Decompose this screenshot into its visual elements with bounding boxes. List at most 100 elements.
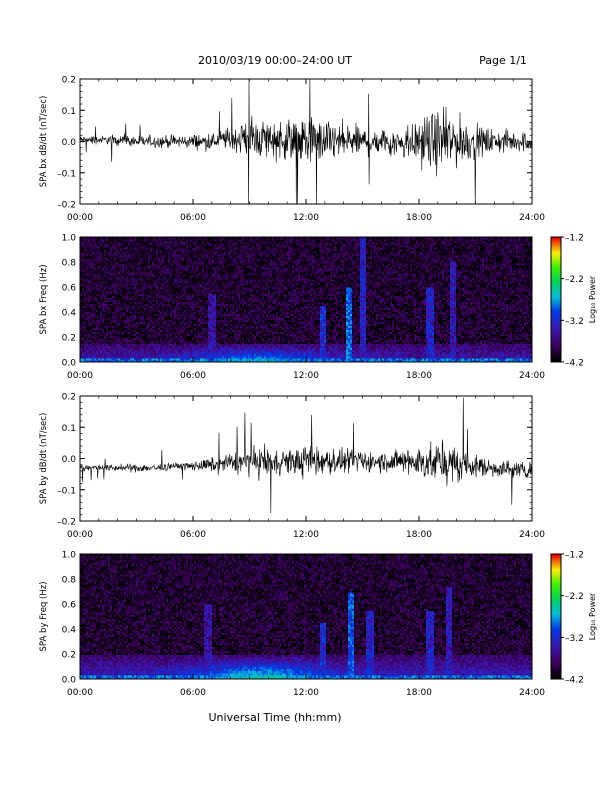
spectrogram-cells: [80, 554, 533, 680]
colorbar-swatch: [551, 581, 561, 584]
colorbar-swatch: [551, 339, 561, 342]
colorbar-swatch: [551, 597, 561, 601]
colorbar-frame: [550, 553, 562, 680]
colorbar-swatch: [551, 330, 561, 334]
x-tick-label: 18:00: [406, 213, 432, 223]
colorbar-tick-label: –2.2: [565, 275, 584, 285]
y-tick-label: 0.4: [62, 309, 77, 319]
colorbar-swatch: [551, 274, 561, 278]
spectrogram-panel-bx: 1.0 0.8 0.6 0.4 0.2 0.0 00:00 06:00 12:00 18:00 24…: [39, 234, 597, 382]
colorbar-label: Log₁₀ Power: [588, 592, 597, 640]
x-tick-label: 06:00: [180, 371, 206, 381]
colorbar-swatch: [551, 255, 561, 259]
colorbar-swatch: [551, 280, 561, 284]
colorbar-swatch: [551, 631, 561, 634]
colorbar-swatch: [551, 293, 561, 296]
colorbar-swatch: [551, 312, 561, 315]
colorbar-swatch: [551, 560, 561, 563]
spectrogram-cells: [80, 237, 533, 363]
colorbar-swatch: [551, 322, 561, 325]
colorbar-swatch: [551, 645, 561, 649]
x-tick-label: 06:00: [180, 530, 206, 540]
colorbar-swatch: [551, 593, 561, 597]
colorbar-swatch: [551, 295, 561, 298]
colorbar-swatch: [551, 656, 561, 659]
colorbar-swatch: [551, 272, 561, 275]
data-series-line: [80, 79, 532, 204]
colorbar-swatch: [551, 284, 561, 288]
colorbar-swatch: [551, 626, 561, 630]
colorbar-swatch: [551, 562, 561, 565]
colorbar-swatch: [551, 237, 561, 240]
colorbar-swatch: [551, 564, 561, 567]
x-tick-label: 24:00: [519, 371, 545, 381]
colorbar-swatch: [551, 337, 561, 340]
colorbar-swatch: [551, 637, 561, 640]
colorbar-swatch: [551, 587, 561, 590]
y-tick-label: 0.2: [62, 651, 76, 661]
y-tick-label: 0.2: [62, 393, 76, 403]
colorbar-swatch: [551, 239, 561, 242]
colorbar: –1.2 –2.2 –3.2 –4.2 Log₁₀ Power: [550, 551, 597, 686]
colorbar-tick-label: –2.2: [565, 592, 584, 602]
x-tick-label: 06:00: [180, 688, 206, 698]
colorbar-swatch: [551, 568, 561, 572]
colorbar-swatch: [551, 287, 561, 290]
colorbar-swatch: [551, 614, 561, 617]
colorbar-swatch: [551, 574, 561, 578]
y-axis-label: SPA bx Freq (Hz): [39, 264, 49, 334]
colorbar-swatch: [551, 622, 561, 626]
y-tick-label: 0.6: [62, 284, 77, 294]
colorbar-swatch: [551, 257, 561, 261]
x-tick-label: 18:00: [406, 530, 432, 540]
colorbar-swatch: [551, 599, 561, 603]
colorbar-swatch: [551, 658, 561, 661]
colorbar-tick-label: –4.2: [565, 676, 584, 686]
colorbar-swatch: [551, 262, 561, 265]
colorbar-frame: [550, 236, 562, 363]
colorbar-tick-label: –3.2: [565, 634, 584, 644]
y-tick-label: 0.8: [62, 259, 77, 269]
colorbar-swatch: [551, 264, 561, 267]
colorbar-swatch: [551, 579, 561, 582]
x-tick-label: 24:00: [519, 213, 545, 223]
colorbar-swatch: [551, 270, 561, 273]
colorbar-swatch: [551, 643, 561, 647]
x-tick-label: 00:00: [67, 530, 93, 540]
colorbar-swatch: [551, 307, 561, 311]
colorbar-swatch: [551, 355, 561, 359]
colorbar-swatch: [551, 276, 561, 280]
colorbar-swatch: [551, 566, 561, 570]
colorbar-swatch: [551, 328, 561, 332]
colorbar-swatch: [551, 558, 561, 561]
colorbar-swatch: [551, 334, 561, 338]
colorbar-swatch: [551, 647, 561, 651]
colorbar-swatch: [551, 595, 561, 599]
colorbar-swatch: [551, 664, 561, 667]
page-indicator: Page 1/1: [479, 54, 527, 67]
colorbar-swatch: [551, 314, 561, 317]
colorbar-swatch: [551, 297, 561, 300]
colorbar-swatch: [551, 604, 561, 607]
x-tick-label: 12:00: [293, 213, 319, 223]
colorbar-swatch: [551, 243, 561, 246]
y-tick-label: 0.1: [62, 424, 76, 434]
colorbar-swatch: [551, 576, 561, 580]
colorbar-swatch: [551, 278, 561, 282]
colorbar-swatch: [551, 318, 561, 321]
colorbar-swatch: [551, 608, 561, 611]
x-tick-label: 18:00: [406, 688, 432, 698]
y-tick-label: –0.1: [57, 486, 76, 496]
colorbar-swatch: [551, 606, 561, 609]
colorbar-swatch: [551, 282, 561, 286]
y-tick-label: 1.0: [62, 551, 77, 561]
colorbar-swatch: [551, 343, 561, 346]
y-tick-label: 0.4: [62, 626, 77, 636]
colorbar-swatch: [551, 359, 561, 363]
timeseries-panel-by: 0.2 0.1 0.0 –0.1 –0.2 00:00 06:00 12:00 18:00 24:…: [39, 393, 545, 541]
colorbar-swatch: [551, 616, 561, 620]
colorbar-swatch: [551, 666, 561, 670]
colorbar-swatch: [551, 301, 561, 305]
colorbar-swatch: [551, 316, 561, 319]
